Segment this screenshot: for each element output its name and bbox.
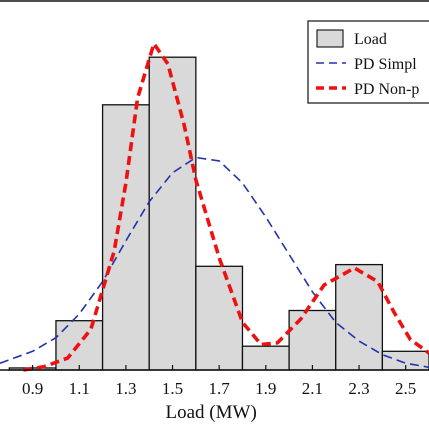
x-axis-label: Load (MW) (166, 402, 257, 423)
series-line-pd-simpl (0, 156, 429, 369)
x-tick-label: 2.1 (302, 379, 323, 398)
series-line-pd-non-p (23, 41, 429, 372)
x-tick-label: 1.3 (115, 379, 136, 398)
x-tick-label: 1.9 (255, 379, 276, 398)
density-lines (0, 41, 429, 372)
x-ticks: 0.9 1.1 1.3 1.5 1.7 1.9 2.1 2.3 2.5 (22, 365, 416, 398)
x-tick-label: 2.5 (395, 379, 416, 398)
histogram-bar-2.3 (335, 263, 384, 371)
legend-label: PD Simpl (354, 56, 417, 73)
histogram-bar-2.1 (288, 309, 337, 371)
histogram-bar-1.5 (148, 56, 197, 371)
x-tick-label: 2.3 (348, 379, 369, 398)
histogram-bars (8, 56, 429, 371)
histogram-bar-1.3 (101, 104, 150, 371)
x-tick-label: 1.5 (162, 379, 183, 398)
legend: Load PD Simpl PD Non-p (307, 20, 429, 104)
legend-swatch-load (316, 29, 344, 48)
axes (0, 0, 429, 371)
legend-label: Load (354, 31, 387, 48)
legend-label: PD Non-p (354, 81, 419, 98)
histogram-bar-1.7 (195, 265, 244, 371)
x-tick-label: 1.1 (69, 379, 90, 398)
x-tick-label: 0.9 (22, 379, 43, 398)
x-tick-label: 1.7 (209, 379, 231, 398)
